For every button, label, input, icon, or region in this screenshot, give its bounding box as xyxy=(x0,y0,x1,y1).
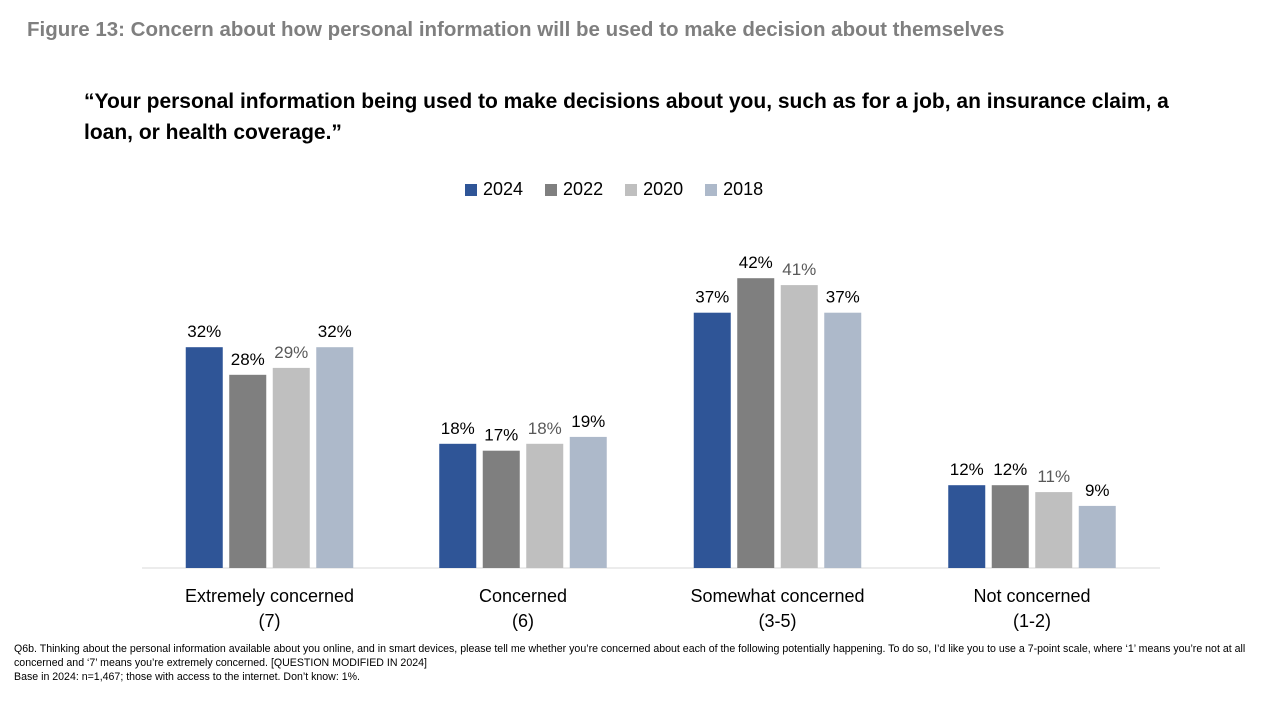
data-label: 41% xyxy=(782,260,816,279)
chart-legend: 2024 2022 2020 2018 xyxy=(465,179,785,200)
legend-item-2022: 2022 xyxy=(545,179,603,200)
bar-2024-0 xyxy=(185,347,223,568)
category-label: Extremely concerned xyxy=(185,586,354,606)
data-label: 18% xyxy=(441,419,475,438)
bar-2020-3 xyxy=(1035,492,1073,568)
legend-label: 2024 xyxy=(483,179,524,199)
bar-2024-1 xyxy=(439,443,477,568)
footnote: Q6b. Thinking about the personal informa… xyxy=(14,642,1259,684)
category-label: (7) xyxy=(259,611,281,631)
legend-swatch xyxy=(545,183,558,196)
data-label: 11% xyxy=(1037,467,1070,486)
data-label: 12% xyxy=(993,460,1027,479)
data-label: 12% xyxy=(950,460,984,479)
bar-2020-2 xyxy=(780,285,818,568)
legend-item-2020: 2020 xyxy=(625,179,683,200)
bar-2022-2 xyxy=(737,278,775,568)
category-label: (6) xyxy=(512,611,534,631)
footnote-question: Q6b. Thinking about the personal informa… xyxy=(14,643,1246,669)
bar-2024-3 xyxy=(948,485,986,568)
category-label: (3-5) xyxy=(758,611,796,631)
data-label: 29% xyxy=(274,343,308,362)
figure-title: Figure 13: Concern about how personal in… xyxy=(27,18,1005,41)
data-label: 32% xyxy=(187,322,221,341)
legend-item-2024: 2024 xyxy=(465,179,523,200)
bar-2018-0 xyxy=(316,347,354,568)
legend-label: 2022 xyxy=(563,179,604,199)
bar-2022-0 xyxy=(229,374,267,568)
bar-chart: 32% 28% 29% 32% Extremely concerned (7) 18% 17%… xyxy=(142,253,1160,631)
bar-2018-1 xyxy=(569,436,607,568)
category-label: Somewhat concerned xyxy=(690,586,864,606)
legend-item-2018: 2018 xyxy=(705,179,763,200)
bar-2022-3 xyxy=(991,485,1029,568)
legend-label: 2020 xyxy=(643,179,684,199)
legend-label: 2018 xyxy=(723,179,764,199)
data-label: 37% xyxy=(826,288,860,307)
chart-title: “Your personal information being used to… xyxy=(84,90,1169,144)
category-label: (1-2) xyxy=(1013,611,1051,631)
data-label: 42% xyxy=(739,253,773,272)
bar-2022-1 xyxy=(482,450,520,568)
legend-swatch xyxy=(625,183,638,196)
bar-2024-2 xyxy=(693,312,731,568)
data-label: 32% xyxy=(318,322,352,341)
legend-swatch xyxy=(465,183,477,196)
bar-2018-2 xyxy=(824,312,862,568)
data-label: 18% xyxy=(528,419,562,438)
data-label: 37% xyxy=(695,288,729,307)
data-label: 19% xyxy=(571,412,605,431)
bar-2018-3 xyxy=(1078,505,1116,568)
category-label: Not concerned xyxy=(973,586,1090,606)
bar-2020-1 xyxy=(526,443,564,568)
footnote-base: Base in 2024: n=1,467; those with access… xyxy=(14,671,360,683)
bar-2020-0 xyxy=(272,367,310,568)
legend-swatch xyxy=(705,183,718,196)
category-label: Concerned xyxy=(479,586,567,606)
data-label: 28% xyxy=(231,350,265,369)
data-label: 9% xyxy=(1085,481,1110,500)
data-label: 17% xyxy=(484,426,518,445)
